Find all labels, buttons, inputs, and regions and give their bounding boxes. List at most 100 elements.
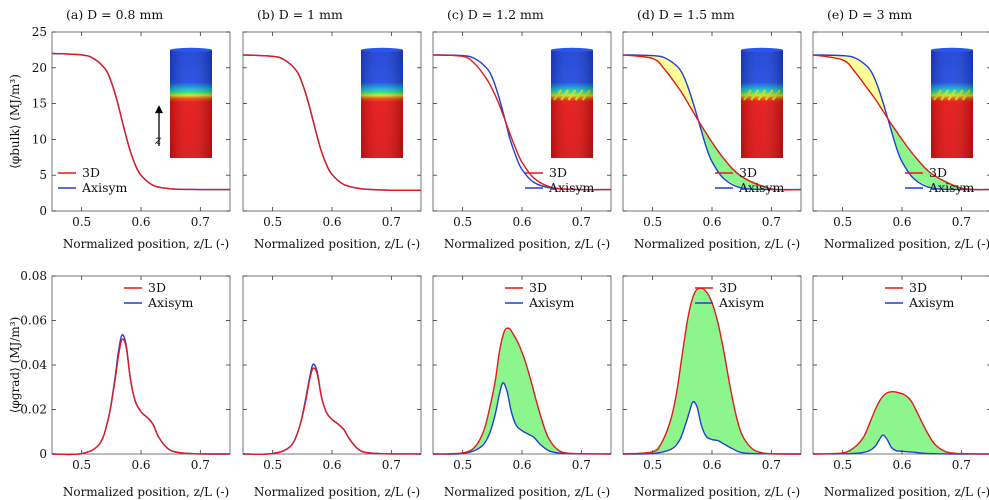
x-tick-label: 0.6 [702, 215, 721, 229]
legend-label-3d: 3D [929, 165, 947, 180]
y-tick-label: 25 [32, 25, 47, 39]
x-tick-label: 0.7 [952, 215, 971, 229]
x-tick-label: 0.5 [263, 458, 282, 472]
fill-region-green [888, 119, 989, 190]
x-tick-label: 0.5 [72, 458, 91, 472]
rod-shading [551, 50, 593, 158]
x-tick-label: 0.5 [453, 215, 472, 229]
x-tick-label: 0.5 [453, 458, 472, 472]
legend-label-axisym: Axisym [738, 180, 785, 195]
panel-a_bulk: 0.5 0.6 0.7 0 5 10 15 20 25 (a) D = 0.8 mm Normali… [8, 7, 231, 251]
legend-label-3d: 3D [148, 280, 166, 295]
x-tick-label: 0.6 [892, 215, 911, 229]
legend-label-3d: 3D [82, 165, 100, 180]
y-axis-label: ⟨φbulk⟩ (MJ/m³) [8, 74, 22, 169]
y-tick-label: 0.06 [20, 314, 47, 328]
x-tick-label: 0.7 [762, 458, 781, 472]
fill-region-green [623, 288, 801, 454]
y-tick-label: 0.08 [20, 269, 47, 283]
legend-label-axisym: Axisym [147, 295, 194, 310]
rod-shading [361, 50, 403, 158]
x-tick-label: 0.6 [892, 458, 911, 472]
rod-top-cap [170, 47, 212, 53]
panel-title: (d) D = 1.5 mm [637, 7, 735, 22]
legend-label-3d: 3D [549, 165, 567, 180]
series-line-3d [622, 287, 802, 455]
legend-label-axisym: Axisym [718, 295, 765, 310]
x-axis-label: Normalized position, z/L (-) [444, 485, 610, 499]
series-line-axisym [812, 434, 989, 455]
x-tick-label: 0.6 [702, 458, 721, 472]
y-tick-label: 20 [32, 61, 47, 75]
rod-top-cap [551, 47, 593, 53]
series-line-3d [622, 54, 802, 191]
y-tick-label: 5 [39, 168, 47, 182]
panel-b_grad: 0.5 0.6 0.7 Normalized position, z/L (-) [242, 275, 422, 499]
x-axis-label: Normalized position, z/L (-) [634, 237, 800, 251]
panel-e_bulk: 0.5 0.6 0.7 (e) D = 3 mm Normalized position… [812, 7, 989, 251]
x-tick-label: 0.7 [762, 215, 781, 229]
x-tick-label: 0.5 [263, 215, 282, 229]
legend-label-axisym: Axisym [928, 180, 975, 195]
rod-shading [741, 50, 783, 158]
series-line-3d [812, 54, 989, 191]
y-axis-label: ⟨φgrad⟩ (MJ/m³) [8, 317, 22, 414]
x-axis-label: Normalized position, z/L (-) [824, 237, 989, 251]
y-tick-label: 0.04 [20, 358, 47, 372]
x-tick-label: 0.7 [191, 215, 210, 229]
axes-frame [242, 275, 422, 455]
x-tick-label: 0.7 [191, 458, 210, 472]
panel-d_grad: 0.5 0.6 0.7 Normalized position, z/L (-) 3DA… [622, 275, 802, 499]
legend-label-axisym: Axisym [528, 295, 575, 310]
x-axis-label: Normalized position, z/L (-) [63, 485, 229, 499]
rod-shading [931, 50, 973, 158]
panel-title: (a) D = 0.8 mm [66, 7, 163, 22]
fill-region-yellow [624, 54, 698, 119]
legend-label-axisym: Axisym [548, 180, 595, 195]
series-line-3d [432, 54, 612, 191]
legend-label-axisym: Axisym [908, 295, 955, 310]
x-tick-label: 0.6 [131, 215, 150, 229]
series-line-axisym [432, 382, 612, 455]
z-axis-arrow-head [155, 105, 163, 114]
legend-label-axisym: Axisym [81, 180, 128, 195]
legend-label-3d: 3D [529, 280, 547, 295]
x-tick-label: 0.6 [512, 458, 531, 472]
series-line-axisym [622, 54, 802, 191]
panel-a_grad: 0.5 0.6 0.7 0 0.02 0.04 0.06 0.08 Normalized pos… [8, 269, 231, 499]
y-tick-label: 0.02 [20, 403, 47, 417]
y-tick-label: 0 [39, 447, 47, 461]
series-line-3d [51, 338, 231, 456]
x-tick-label: 0.7 [572, 458, 591, 472]
series-line-3d [51, 52, 231, 191]
x-tick-label: 0.5 [833, 458, 852, 472]
x-axis-label: Normalized position, z/L (-) [63, 237, 229, 251]
legend-label-3d: 3D [719, 280, 737, 295]
x-tick-label: 0.6 [322, 458, 341, 472]
legend-label-3d: 3D [909, 280, 927, 295]
legend-label-3d: 3D [739, 165, 757, 180]
x-tick-label: 0.7 [382, 215, 401, 229]
x-tick-label: 0.5 [643, 458, 662, 472]
panel-c_bulk: 0.5 0.6 0.7 (c) D = 1.2 mm Normalized positi… [432, 7, 612, 251]
y-tick-label: 10 [32, 132, 47, 146]
panel-title: (c) D = 1.2 mm [447, 7, 544, 22]
x-axis-label: Normalized position, z/L (-) [444, 237, 610, 251]
panel-title: (e) D = 3 mm [827, 7, 912, 22]
x-tick-label: 0.5 [72, 215, 91, 229]
series-line-3d [242, 367, 422, 455]
x-axis-label: Normalized position, z/L (-) [634, 485, 800, 499]
x-tick-label: 0.7 [572, 215, 591, 229]
series-line-3d [432, 327, 612, 455]
panel-title: (b) D = 1 mm [257, 7, 343, 22]
fill-region-green [813, 391, 989, 454]
panel-b_bulk: 0.5 0.6 0.7 (b) D = 1 mm Normalized position… [242, 7, 422, 251]
x-axis-label: Normalized position, z/L (-) [824, 485, 989, 499]
fill-region-yellow [814, 54, 888, 118]
x-tick-label: 0.7 [952, 458, 971, 472]
